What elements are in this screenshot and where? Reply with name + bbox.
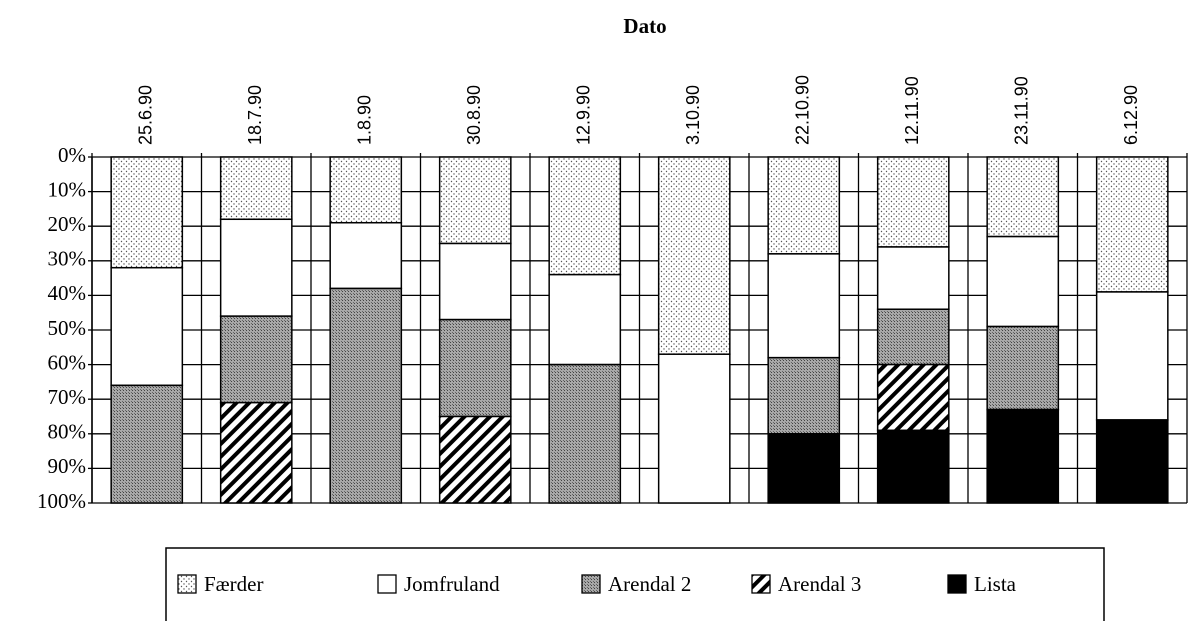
x-tick-label: 23.11.90	[1012, 76, 1032, 145]
bar-segment	[986, 325, 1060, 411]
bar-segment	[329, 221, 403, 290]
y-tick-label: 30%	[48, 247, 87, 271]
bar-segment	[438, 415, 512, 504]
x-tick-label: 12.9.90	[574, 85, 594, 145]
legend-label: Færder	[204, 572, 264, 596]
y-tick-label: 20%	[48, 212, 87, 236]
bar-segment	[219, 156, 293, 221]
y-tick-label: 40%	[48, 281, 87, 305]
bar-segment	[1095, 419, 1169, 504]
bar-segment	[767, 356, 841, 435]
bar-segment	[986, 235, 1060, 328]
y-tick-label: 50%	[48, 316, 87, 340]
bar-segment	[329, 287, 403, 504]
bar-segment	[110, 156, 184, 269]
bar-segment	[548, 363, 622, 504]
bar-segment	[438, 156, 512, 245]
bar-segment	[876, 308, 950, 366]
x-tick-label: 18.7.90	[245, 85, 265, 145]
y-tick-label: 90%	[48, 454, 87, 478]
bar-segment	[657, 156, 731, 355]
x-tick-label: 1.8.90	[355, 95, 375, 145]
bar-segment	[548, 156, 622, 276]
y-tick-label: 10%	[48, 177, 87, 201]
legend-label: Arendal 2	[608, 572, 691, 596]
x-tick-label: 25.6.90	[136, 85, 156, 145]
bar-segment	[329, 156, 403, 224]
y-tick-label: 70%	[48, 385, 87, 409]
axis-title: Dato	[623, 14, 666, 38]
bar-segment	[219, 218, 293, 317]
x-tick-label: 30.8.90	[464, 85, 484, 145]
bar-segment	[876, 156, 950, 248]
legend-box	[165, 547, 1105, 621]
x-tick-label: 22.10.90	[793, 75, 813, 145]
bar-segment	[1095, 291, 1169, 421]
legend-swatch	[177, 574, 197, 594]
bar-segment	[876, 246, 950, 310]
bar-segment	[767, 156, 841, 255]
bar-segment	[110, 266, 184, 387]
legend-label: Jomfruland	[404, 572, 500, 596]
x-tick-label: 6.12.90	[1121, 85, 1141, 145]
bar-segment	[1095, 156, 1169, 293]
y-tick-label: 100%	[37, 489, 86, 513]
bar-segment	[876, 429, 950, 504]
bar-segment	[548, 273, 622, 366]
legend-swatch	[947, 574, 967, 594]
bar-segment	[876, 363, 950, 432]
bar-segment	[986, 408, 1060, 504]
x-tick-label: 12.11.90	[902, 76, 922, 145]
legend-swatch	[751, 574, 771, 594]
y-tick-label: 60%	[48, 350, 87, 374]
bar-segment	[986, 156, 1060, 238]
x-tick-label: 3.10.90	[683, 85, 703, 145]
bar-segment	[767, 433, 841, 504]
bar-segment	[438, 242, 512, 321]
legend-label: Lista	[974, 572, 1017, 596]
bar-segment	[767, 253, 841, 359]
bar-segment	[110, 384, 184, 504]
bar-segment	[219, 315, 293, 404]
bar-segment	[219, 401, 293, 504]
y-tick-label: 0%	[58, 143, 86, 167]
legend-swatch	[377, 574, 397, 594]
bar-segment	[657, 353, 731, 504]
y-tick-label: 80%	[48, 420, 87, 444]
legend-label: Arendal 3	[778, 572, 861, 596]
bar-segment	[438, 318, 512, 418]
legend-swatch	[581, 574, 601, 594]
